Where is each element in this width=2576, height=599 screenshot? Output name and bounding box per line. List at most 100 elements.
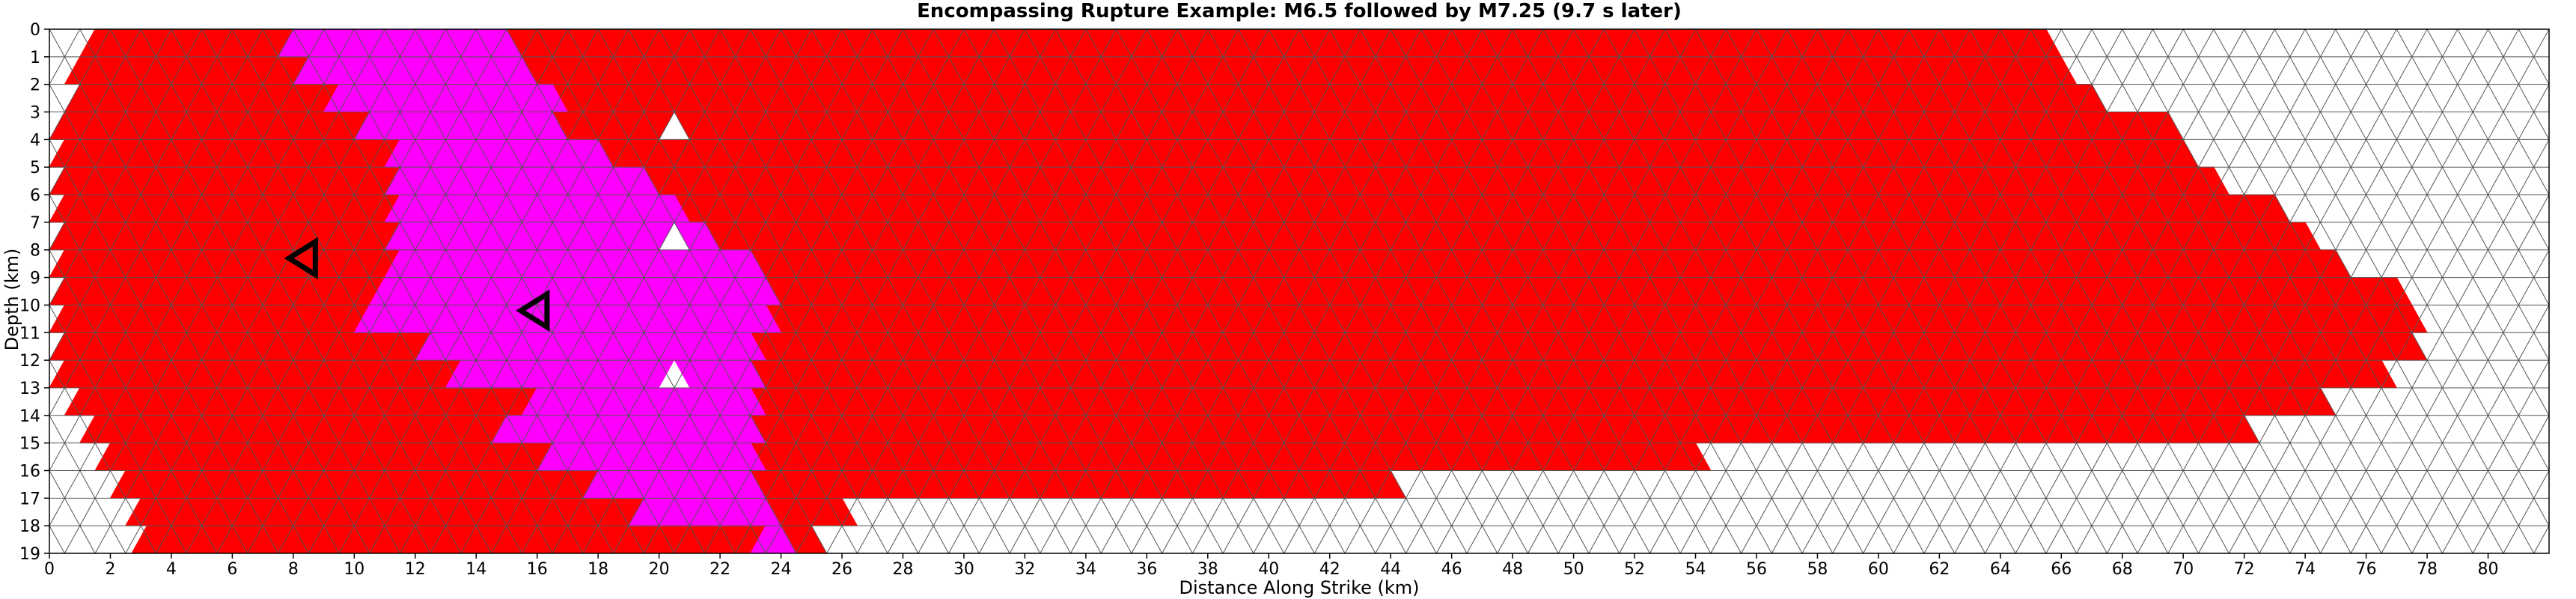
x-tick-label: 46 (1441, 560, 1462, 579)
mesh-line (49, 29, 325, 527)
mesh-line (2274, 29, 2549, 527)
mesh-line (2320, 139, 2549, 553)
mesh-line (2030, 29, 2321, 553)
mesh-line (2503, 469, 2549, 553)
mesh-line (2259, 29, 2549, 553)
mesh-line (1040, 29, 1331, 553)
x-tick-label: 14 (466, 560, 486, 579)
mesh-line (933, 29, 1224, 553)
m725-rupture-band (49, 359, 2398, 389)
mesh-line (49, 29, 294, 472)
mesh-line (49, 249, 218, 553)
mesh-line (1985, 29, 2275, 553)
mesh-line (628, 29, 919, 553)
mesh-line (643, 29, 934, 553)
mesh-line (1512, 29, 1803, 553)
mesh-line (1344, 29, 1635, 553)
mesh-line (125, 29, 416, 553)
mesh-line (1298, 29, 1590, 553)
y-tick-label: 19 (19, 545, 40, 564)
mesh-line (2167, 29, 2459, 553)
chart-title: Encompassing Rupture Example: M6.5 follo… (917, 0, 1682, 22)
mesh-line (1664, 29, 1956, 553)
mesh-line (2000, 29, 2291, 553)
mesh-line (841, 29, 1132, 553)
x-tick-label: 70 (2173, 560, 2194, 579)
x-tick-label: 12 (405, 560, 426, 579)
mesh-line (1573, 29, 1864, 553)
m65-rupture-band (384, 194, 691, 223)
mesh-line (1969, 29, 2260, 553)
mesh-line (1435, 29, 1727, 553)
x-tick-label: 30 (953, 560, 974, 579)
mesh-line (1268, 29, 1559, 553)
mesh-line (1557, 29, 1849, 553)
m725-rupture-band (94, 443, 1712, 471)
mesh-line (384, 29, 675, 553)
mesh-line (521, 29, 812, 553)
mesh-line (49, 194, 248, 553)
mesh-line (49, 139, 278, 553)
x-tick-label: 50 (1563, 560, 1584, 579)
mesh-line (1070, 29, 1361, 553)
mesh-line (2366, 29, 2549, 362)
mesh-line (1786, 29, 2078, 553)
mesh-line (1313, 29, 1605, 553)
x-tick-label: 24 (771, 560, 792, 579)
unruptured-hole (659, 360, 690, 388)
mesh-line (308, 29, 599, 553)
mesh-line (338, 29, 629, 553)
mesh-line (2182, 29, 2473, 553)
x-tick-label: 10 (344, 560, 364, 579)
mesh-line (2457, 29, 2549, 196)
y-tick-label: 9 (30, 270, 40, 288)
mesh-line (1695, 29, 1986, 553)
mesh-line (1649, 29, 1940, 553)
mesh-line (1329, 29, 1620, 553)
x-tick-label: 58 (1807, 560, 1828, 579)
y-axis-label: Depth (km) (1, 249, 22, 351)
mesh-line (1725, 29, 2016, 553)
mesh-line (1710, 29, 2001, 553)
mesh-line (1192, 29, 1483, 553)
mesh-line (2518, 29, 2549, 85)
mesh-line (1679, 29, 1971, 553)
mesh-line (2472, 414, 2549, 553)
x-tick-label: 32 (1014, 560, 1035, 579)
mesh-line (1634, 29, 1925, 553)
mesh-line (1878, 29, 2169, 553)
y-tick-label: 0 (30, 21, 40, 40)
x-tick-label: 18 (587, 560, 608, 579)
y-tick-label: 10 (19, 297, 40, 315)
mesh-line (49, 29, 111, 141)
mesh-line (719, 29, 1010, 553)
mesh-line (399, 29, 690, 553)
x-tick-label: 80 (2478, 560, 2499, 579)
mesh-line (826, 29, 1117, 553)
mesh-line (1741, 29, 2031, 553)
y-tick-label: 18 (19, 517, 40, 536)
x-tick-label: 20 (649, 560, 670, 579)
mesh-line (2304, 29, 2549, 472)
mesh-line (1009, 29, 1300, 553)
mesh-line (2533, 525, 2549, 553)
mesh-line (475, 29, 766, 553)
mesh-line (1817, 29, 2108, 553)
mesh-line (445, 29, 736, 553)
y-tick-label: 16 (19, 462, 40, 481)
mesh-line (323, 29, 614, 553)
mesh-line (247, 29, 538, 553)
x-tick-label: 76 (2356, 560, 2377, 579)
m65-rupture-band (353, 304, 782, 333)
m65-rupture-band (293, 56, 538, 85)
mesh-line (689, 29, 980, 553)
y-tick-label: 15 (19, 435, 40, 454)
mesh-line (1954, 29, 2245, 553)
mesh-line (216, 29, 507, 553)
mesh-line (2152, 29, 2443, 553)
mesh-line (948, 29, 1239, 553)
y-tick-label: 14 (19, 407, 40, 426)
mesh-line (1207, 29, 1498, 553)
mesh-line (49, 414, 126, 553)
mesh-line (49, 29, 172, 251)
